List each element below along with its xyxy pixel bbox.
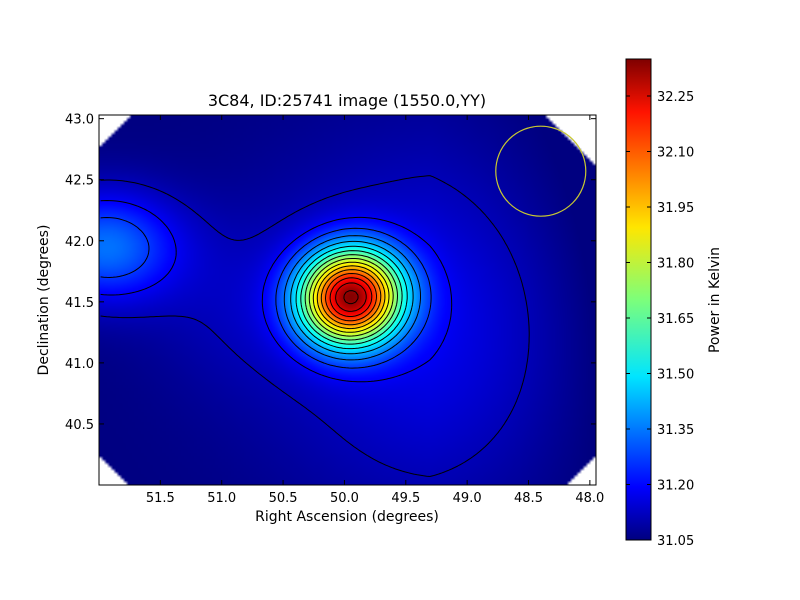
chart-title: 3C84, ID:25741 image (1550.0,YY) — [208, 91, 486, 110]
colorbar-label: Power in Kelvin — [707, 247, 723, 353]
contour-lines — [100, 175, 530, 477]
colorbar-ticks: 31.05 31.20 31.35 31.50 31.65 31.80 31.95 32.10… — [626, 90, 694, 549]
y-tick-label: 41.5 — [65, 296, 94, 311]
x-tick-label: 51.0 — [207, 491, 236, 506]
colorbar-tick-label: 31.95 — [657, 201, 694, 216]
colorbar-tick-label: 31.20 — [657, 479, 694, 494]
y-tick-label: 42.0 — [65, 235, 94, 250]
y-tick-label: 41.0 — [65, 357, 94, 372]
x-tick-label: 50.0 — [330, 491, 359, 506]
x-tick-label: 50.5 — [269, 491, 298, 506]
contour-line — [304, 254, 398, 341]
heatmap-image — [99, 115, 596, 485]
x-axis-label: Right Ascension (degrees) — [255, 509, 439, 525]
x-tick-label: 48.0 — [575, 491, 604, 506]
x-tick-label: 49.5 — [391, 491, 420, 506]
contour-line — [283, 235, 421, 361]
colorbar-tick-label: 32.25 — [657, 90, 694, 105]
contour-line — [316, 265, 386, 330]
y-tick-label: 42.5 — [65, 174, 94, 189]
contour-line — [335, 282, 367, 312]
colorbar-tick-label: 32.10 — [657, 146, 694, 161]
colorbar-tick-label: 31.05 — [657, 534, 694, 549]
contour-line — [308, 258, 394, 337]
contour-line — [100, 175, 530, 477]
y-tick-label: 40.5 — [65, 418, 94, 433]
x-tick-label: 48.5 — [514, 491, 543, 506]
contour-line — [325, 273, 377, 322]
contour-line — [312, 261, 390, 333]
x-axis-ticks: 51.5 51.0 50.5 50.0 49.5 49.0 48.5 48.0 — [146, 115, 604, 506]
colorbar-tick-label: 31.35 — [657, 423, 694, 438]
colorbar-tick-label: 31.80 — [657, 257, 694, 272]
plot-area — [99, 115, 596, 485]
x-tick-label: 49.0 — [453, 491, 482, 506]
y-axis-label: Declination (degrees) — [36, 225, 52, 376]
contour-line — [100, 217, 432, 369]
contour-line — [295, 245, 408, 350]
contour-line — [290, 240, 414, 355]
colorbar — [625, 58, 652, 541]
contour-line — [329, 277, 373, 317]
x-tick-label: 51.5 — [146, 491, 175, 506]
plot-frame — [98, 114, 597, 486]
contour-line — [100, 200, 453, 383]
y-tick-label: 43.0 — [65, 113, 94, 128]
colorbar-tick-label: 31.65 — [657, 312, 694, 327]
contour-line — [320, 269, 382, 326]
colorbar-tick-label: 31.50 — [657, 368, 694, 383]
contour-line — [343, 290, 359, 305]
beam-circle — [495, 125, 587, 217]
y-axis-ticks: 40.5 41.0 41.5 42.0 42.5 43.0 — [65, 113, 596, 433]
contour-line — [300, 250, 403, 345]
